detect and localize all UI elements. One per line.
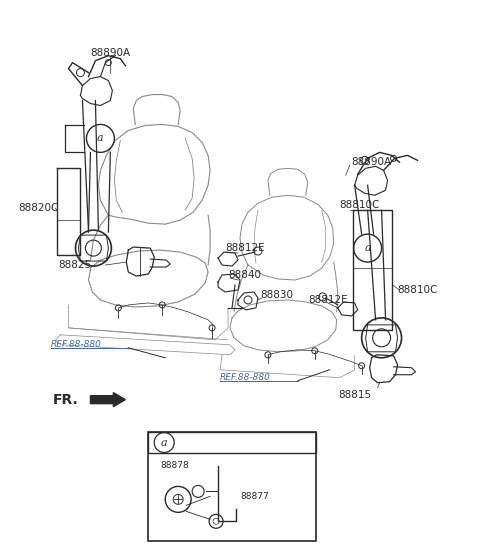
Text: 88820C: 88820C — [19, 203, 59, 213]
Text: 88815: 88815 — [338, 390, 371, 400]
Text: 88810C: 88810C — [340, 200, 380, 210]
Text: REF.88-880: REF.88-880 — [50, 340, 101, 349]
Bar — [148, 432, 316, 542]
Text: a: a — [161, 437, 168, 447]
Text: 88890A: 88890A — [352, 157, 392, 167]
Text: a: a — [97, 133, 104, 143]
Text: REF.88-880: REF.88-880 — [220, 373, 271, 382]
Text: 88810C: 88810C — [397, 285, 438, 295]
Text: 88812E: 88812E — [225, 243, 264, 253]
Text: 88877: 88877 — [240, 492, 269, 501]
Text: 88830: 88830 — [260, 290, 293, 300]
Bar — [148, 432, 316, 454]
Text: 88878: 88878 — [160, 461, 189, 470]
Text: 88825: 88825 — [59, 260, 92, 270]
FancyArrow shape — [90, 393, 125, 407]
Text: a: a — [364, 243, 371, 253]
Text: FR.: FR. — [52, 393, 78, 407]
Text: 88890A: 88890A — [90, 48, 131, 58]
Text: 88840: 88840 — [228, 270, 261, 280]
Text: 88812E: 88812E — [308, 295, 348, 305]
